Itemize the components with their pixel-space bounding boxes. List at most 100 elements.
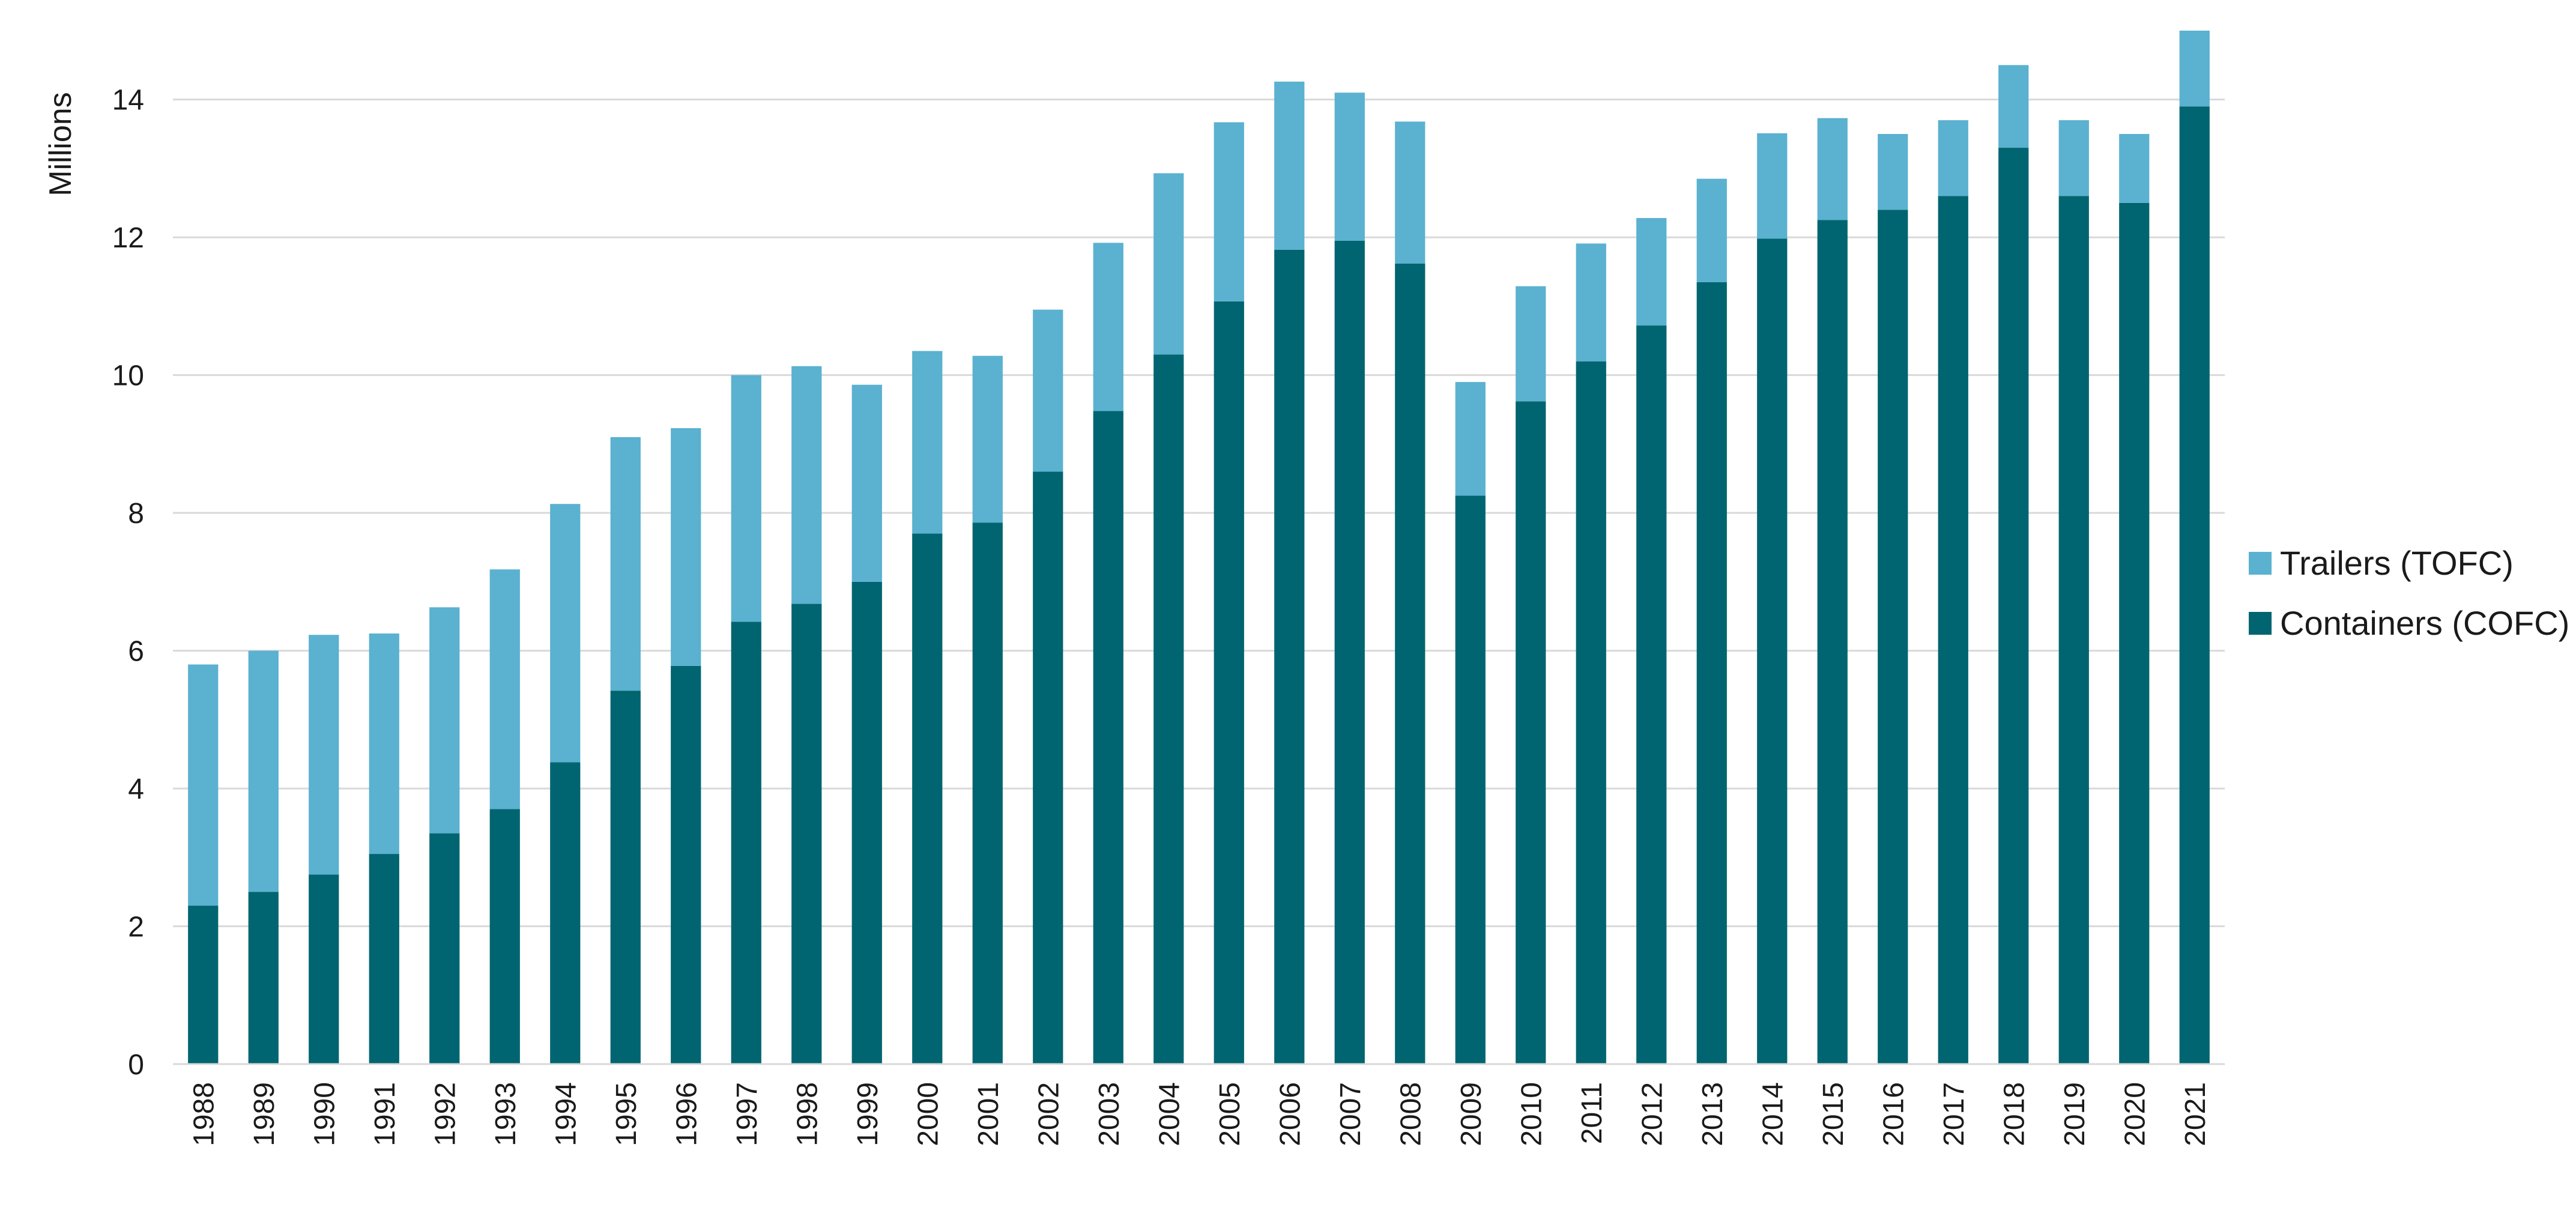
x-tick-label: 1990 <box>309 1082 340 1146</box>
bar-trailers-1996 <box>671 428 701 666</box>
bar-trailers-2019 <box>2058 120 2089 196</box>
bar-trailers-2015 <box>1817 118 1848 220</box>
legend-label: Containers (COFC) <box>2280 604 2569 642</box>
bar-trailers-2021 <box>2179 31 2210 107</box>
y-tick-label: 2 <box>128 912 144 943</box>
x-tick-label: 2014 <box>1757 1082 1789 1146</box>
bar-trailers-1998 <box>791 366 822 604</box>
bar-containers-1990 <box>309 874 339 1064</box>
x-tick-label: 2020 <box>2119 1082 2151 1146</box>
bar-containers-1996 <box>671 665 701 1064</box>
bar-trailers-1988 <box>188 664 219 906</box>
bar-trailers-2020 <box>2119 134 2150 203</box>
x-tick-label: 2007 <box>1335 1082 1367 1146</box>
x-tick-label: 2001 <box>973 1082 1005 1146</box>
bar-containers-2019 <box>2058 196 2089 1064</box>
bar-trailers-2009 <box>1455 382 1486 496</box>
y-tick-label: 0 <box>128 1049 144 1081</box>
x-tick-label: 2013 <box>1697 1082 1729 1146</box>
bar-containers-2015 <box>1817 220 1848 1065</box>
bar-containers-1995 <box>610 691 641 1064</box>
bar-containers-1997 <box>731 622 761 1064</box>
bar-trailers-2006 <box>1274 81 1305 250</box>
bar-trailers-2001 <box>972 355 1003 523</box>
x-tick-label: 2003 <box>1093 1082 1125 1146</box>
x-tick-label: 2015 <box>1818 1082 1849 1146</box>
x-tick-label: 2011 <box>1576 1082 1608 1144</box>
bar-trailers-1991 <box>369 633 399 855</box>
x-tick-label: 2016 <box>1878 1082 1909 1146</box>
bar-containers-1989 <box>248 892 279 1064</box>
x-tick-label: 1999 <box>852 1082 884 1146</box>
y-axis-title: Millions <box>43 92 78 196</box>
bar-containers-2004 <box>1153 354 1184 1065</box>
bar-containers-2010 <box>1516 401 1546 1064</box>
bar-containers-2013 <box>1696 282 1727 1065</box>
bar-containers-2005 <box>1214 301 1244 1065</box>
bar-containers-1988 <box>188 906 219 1064</box>
bar-trailers-1990 <box>309 635 339 875</box>
bar-containers-2012 <box>1636 325 1667 1065</box>
x-tick-label: 1994 <box>550 1082 582 1146</box>
x-tick-label: 2008 <box>1395 1082 1427 1146</box>
legend-swatch <box>2249 612 2272 635</box>
bar-trailers-2007 <box>1334 92 1365 241</box>
x-tick-label: 2019 <box>2059 1082 2091 1146</box>
bar-containers-1993 <box>489 809 520 1064</box>
legend: Trailers (TOFC) Containers (COFC) <box>2249 544 2569 642</box>
x-tick-label: 1988 <box>188 1082 220 1146</box>
x-tick-label: 2012 <box>1636 1082 1668 1146</box>
bar-trailers-2014 <box>1757 133 1788 239</box>
bar-containers-1999 <box>851 581 882 1064</box>
bar-trailers-1992 <box>429 607 460 833</box>
bar-trailers-2011 <box>1576 243 1606 361</box>
x-tick-label: 2017 <box>1938 1082 1970 1146</box>
bar-trailers-1989 <box>248 650 279 892</box>
bar-containers-2003 <box>1093 411 1123 1064</box>
bar-trailers-1997 <box>731 375 761 622</box>
x-tick-label: 1989 <box>249 1082 280 1146</box>
bar-containers-2021 <box>2179 106 2210 1064</box>
bar-trailers-2013 <box>1696 178 1727 282</box>
bar-containers-2006 <box>1274 249 1305 1064</box>
bar-trailers-2016 <box>1878 134 1908 210</box>
bar-containers-2018 <box>1998 148 2029 1065</box>
axes: 0 2 4 6 8 10 12 14 1988 1989 1990 1991 1992 1993 1994 1… <box>112 85 2225 1146</box>
bar-containers-2017 <box>1938 196 1968 1064</box>
x-tick-label: 2002 <box>1033 1082 1065 1146</box>
bar-containers-2020 <box>2119 202 2150 1064</box>
bar-trailers-2002 <box>1033 309 1063 472</box>
x-tick-label: 2006 <box>1274 1082 1306 1146</box>
y-tick-label: 14 <box>112 85 144 116</box>
bar-containers-2016 <box>1878 210 1908 1065</box>
bar-trailers-2003 <box>1093 243 1123 411</box>
x-tick-label: 2021 <box>2180 1082 2212 1146</box>
bar-containers-2002 <box>1033 471 1063 1064</box>
y-tick-label: 6 <box>128 636 144 668</box>
x-tick-label: 1998 <box>791 1082 823 1146</box>
x-tick-label: 1997 <box>731 1082 763 1146</box>
bar-trailers-2017 <box>1938 120 1968 196</box>
x-tick-label: 2000 <box>912 1082 944 1146</box>
bar-trailers-1993 <box>489 569 520 809</box>
x-tick-label: 1991 <box>369 1082 401 1146</box>
x-tick-label: 1993 <box>490 1082 522 1146</box>
bar-containers-2001 <box>972 522 1003 1064</box>
y-tick-label: 4 <box>128 773 144 805</box>
y-tick-label: 10 <box>112 360 144 392</box>
bar-containers-1991 <box>369 854 399 1064</box>
x-tick-label: 1992 <box>429 1082 461 1146</box>
bar-trailers-1999 <box>851 384 882 582</box>
gridlines <box>173 98 2225 928</box>
bar-trailers-2000 <box>912 351 943 534</box>
x-tick-label: 2009 <box>1456 1082 1487 1146</box>
legend-label: Trailers (TOFC) <box>2280 544 2514 582</box>
bar-trailers-2008 <box>1395 121 1426 264</box>
y-tick-label: 8 <box>128 498 144 530</box>
x-tick-label: 1996 <box>671 1082 703 1146</box>
bar-trailers-2005 <box>1214 122 1244 301</box>
bar-containers-2007 <box>1334 240 1365 1065</box>
x-tick-label: 2005 <box>1214 1082 1246 1146</box>
